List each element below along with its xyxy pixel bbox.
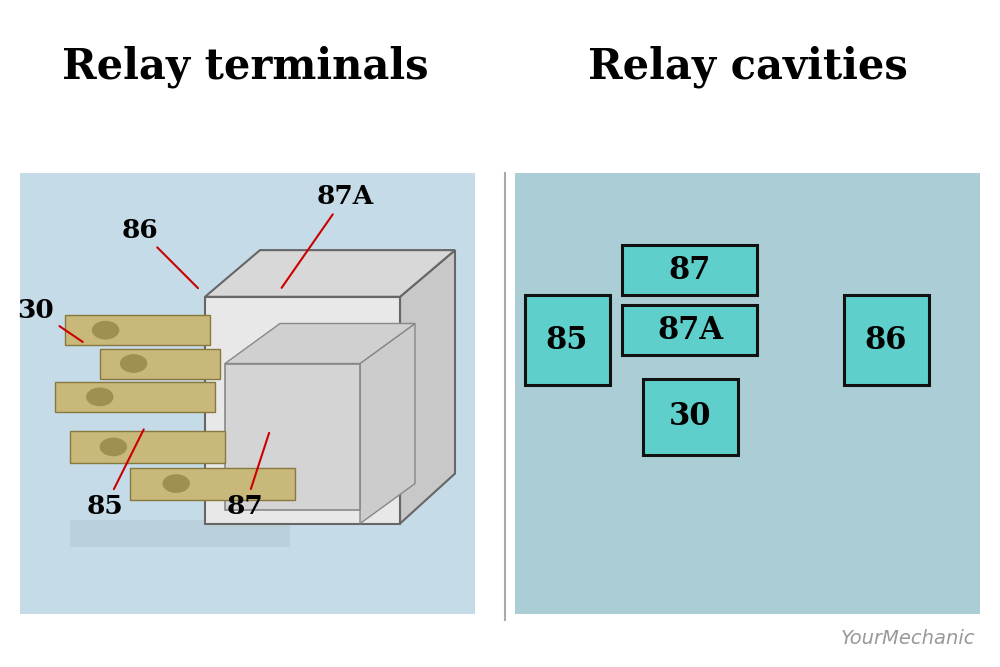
Bar: [20, 173, 475, 614]
Bar: [130, 468, 295, 500]
Bar: [55, 382, 215, 412]
Bar: [205, 297, 400, 524]
Text: 86: 86: [122, 217, 198, 288]
Text: 87A: 87A: [282, 184, 374, 288]
Text: Relay terminals: Relay terminals: [62, 45, 428, 88]
Circle shape: [100, 438, 126, 456]
Bar: [622, 305, 758, 355]
Polygon shape: [400, 250, 455, 524]
Circle shape: [93, 321, 119, 339]
Bar: [844, 295, 928, 386]
Bar: [70, 431, 225, 463]
Text: 87: 87: [227, 433, 269, 520]
Polygon shape: [225, 323, 415, 364]
Polygon shape: [205, 250, 455, 297]
Bar: [524, 295, 610, 386]
Text: 30: 30: [18, 297, 83, 342]
Text: Relay cavities: Relay cavities: [588, 45, 908, 88]
Text: 87: 87: [669, 255, 711, 285]
Bar: [622, 245, 758, 295]
Bar: [225, 364, 360, 510]
Polygon shape: [360, 323, 415, 524]
Bar: [515, 173, 980, 614]
Circle shape: [163, 475, 189, 492]
Text: 86: 86: [865, 325, 907, 356]
Circle shape: [87, 388, 113, 406]
Text: YourMechanic: YourMechanic: [840, 630, 975, 648]
Polygon shape: [70, 520, 290, 547]
Bar: [100, 348, 220, 379]
Circle shape: [121, 355, 147, 372]
Bar: [65, 315, 210, 346]
Text: 85: 85: [87, 430, 144, 520]
Bar: [642, 379, 738, 455]
Text: 30: 30: [669, 402, 711, 432]
Text: 87A: 87A: [657, 315, 723, 346]
Text: 85: 85: [546, 325, 588, 356]
